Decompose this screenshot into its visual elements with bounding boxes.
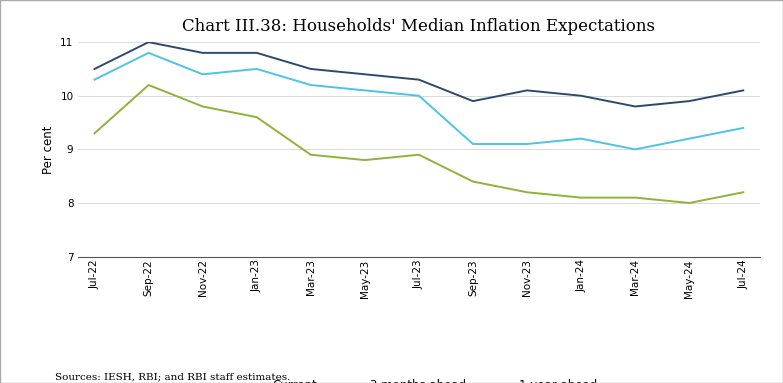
Current: [144, 83, 153, 87]
Current: [414, 152, 424, 157]
1 year ahead: [198, 51, 207, 55]
1 year ahead: [360, 72, 370, 77]
1 year ahead: [144, 40, 153, 44]
1 year ahead: [90, 67, 99, 71]
Current: [90, 131, 99, 136]
Current: [360, 158, 370, 162]
1 year ahead: [306, 67, 316, 71]
1 year ahead: [630, 104, 640, 109]
3 months ahead: [576, 136, 586, 141]
Current: [738, 190, 748, 195]
3 months ahead: [306, 83, 316, 87]
Current: [306, 152, 316, 157]
Line: 1 year ahead: 1 year ahead: [95, 42, 743, 106]
Title: Chart III.38: Households' Median Inflation Expectations: Chart III.38: Households' Median Inflati…: [182, 18, 655, 35]
3 months ahead: [522, 142, 532, 146]
3 months ahead: [252, 67, 262, 71]
Y-axis label: Per cent: Per cent: [41, 125, 55, 173]
Line: Current: Current: [95, 85, 743, 203]
1 year ahead: [414, 77, 424, 82]
Current: [576, 195, 586, 200]
3 months ahead: [144, 51, 153, 55]
3 months ahead: [684, 136, 694, 141]
Current: [252, 115, 262, 119]
3 months ahead: [198, 72, 207, 77]
1 year ahead: [468, 99, 478, 103]
Current: [522, 190, 532, 195]
3 months ahead: [90, 77, 99, 82]
3 months ahead: [414, 93, 424, 98]
1 year ahead: [738, 88, 748, 93]
3 months ahead: [738, 126, 748, 130]
Current: [198, 104, 207, 109]
3 months ahead: [630, 147, 640, 152]
Text: Sources: IESH, RBI; and RBI staff estimates.: Sources: IESH, RBI; and RBI staff estima…: [55, 372, 290, 381]
3 months ahead: [360, 88, 370, 93]
Legend: Current, 3 months ahead, 1 year ahead: Current, 3 months ahead, 1 year ahead: [236, 374, 602, 383]
1 year ahead: [684, 99, 694, 103]
Line: 3 months ahead: 3 months ahead: [95, 53, 743, 149]
1 year ahead: [522, 88, 532, 93]
Current: [468, 179, 478, 184]
Current: [630, 195, 640, 200]
3 months ahead: [468, 142, 478, 146]
Current: [684, 201, 694, 205]
1 year ahead: [252, 51, 262, 55]
1 year ahead: [576, 93, 586, 98]
